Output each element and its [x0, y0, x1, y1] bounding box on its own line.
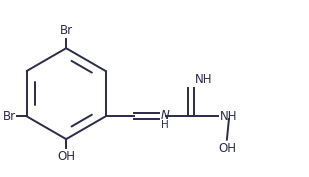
Text: OH: OH	[57, 150, 75, 163]
Text: Br: Br	[60, 24, 73, 37]
Text: OH: OH	[218, 142, 236, 155]
Text: H: H	[161, 120, 168, 130]
Text: NH: NH	[195, 73, 212, 86]
Text: N: N	[161, 109, 170, 122]
Text: Br: Br	[3, 110, 16, 123]
Text: NH: NH	[220, 110, 237, 123]
